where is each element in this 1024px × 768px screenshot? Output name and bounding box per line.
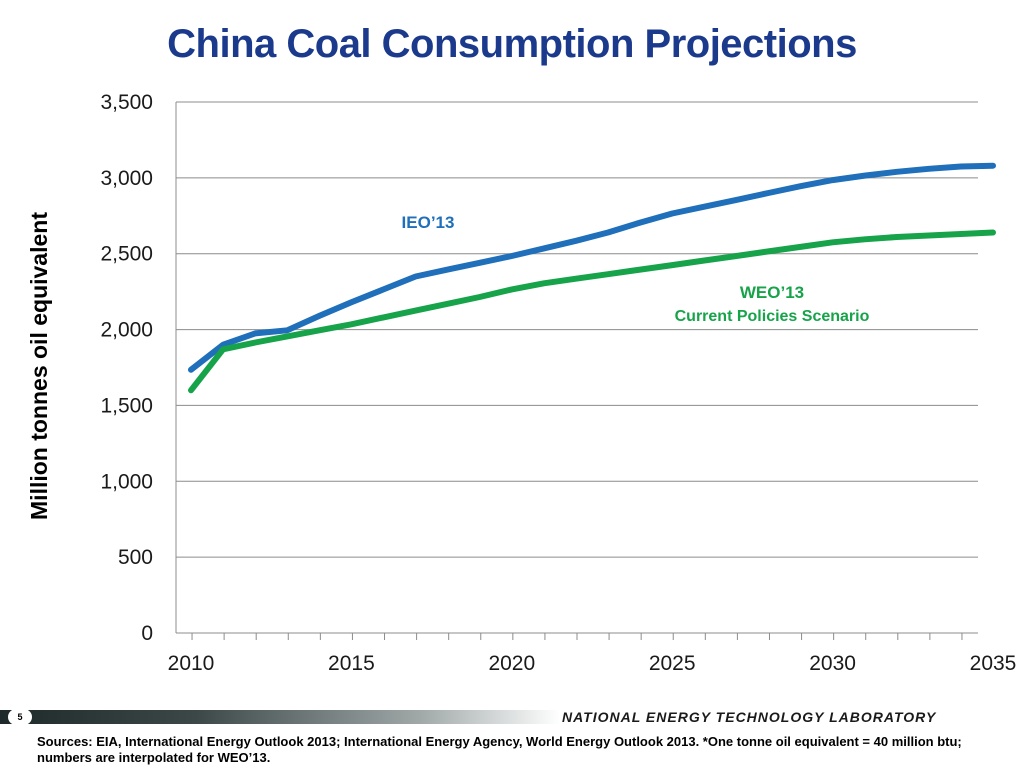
x-tick-label: 2030 (809, 652, 856, 675)
series-line-1 (188, 229, 996, 394)
y-axis-label: Million tonnes oil equivalent (26, 212, 52, 520)
y-tick-label: 3,000 (100, 167, 153, 190)
annotation-weo13-scenario: Current Policies Scenario (675, 308, 870, 325)
line-chart: 0 500 1,000 1,500 2,000 2,500 3,000 3,500 2010 20… (26, 91, 1016, 675)
y-tick-label: 0 (141, 622, 153, 645)
lab-logo-text: NATIONAL ENERGY TECHNOLOGY LABORATORY (562, 709, 937, 725)
x-tick-label: 2010 (168, 652, 215, 675)
series-line-0 (188, 162, 996, 373)
y-tick-label: 500 (118, 546, 153, 569)
axes (175, 102, 978, 640)
x-tick-label: 2015 (328, 652, 375, 675)
x-tick-label: 2020 (488, 652, 535, 675)
y-tick-label: 2,000 (100, 319, 153, 342)
series-lines (188, 162, 996, 394)
slide-title: China Coal Consumption Projections (167, 22, 857, 66)
page-number: 5 (8, 709, 32, 725)
annotation-ieo13: IEO’13 (402, 213, 455, 232)
tick-labels: 0 500 1,000 1,500 2,000 2,500 3,000 3,500 2010 20… (100, 91, 1016, 675)
annotation-weo13: WEO’13 (740, 283, 804, 302)
x-tick-label: 2025 (649, 652, 696, 675)
y-tick-label: 2,500 (100, 243, 153, 266)
y-tick-label: 3,500 (100, 91, 153, 114)
gridlines (176, 101, 978, 558)
footer-gradient-bar (0, 710, 560, 724)
y-tick-label: 1,000 (100, 470, 153, 493)
y-tick-label: 1,500 (100, 394, 153, 417)
sources-note: Sources: EIA, International Energy Outlo… (37, 734, 962, 765)
x-tick-label: 2035 (970, 652, 1017, 675)
